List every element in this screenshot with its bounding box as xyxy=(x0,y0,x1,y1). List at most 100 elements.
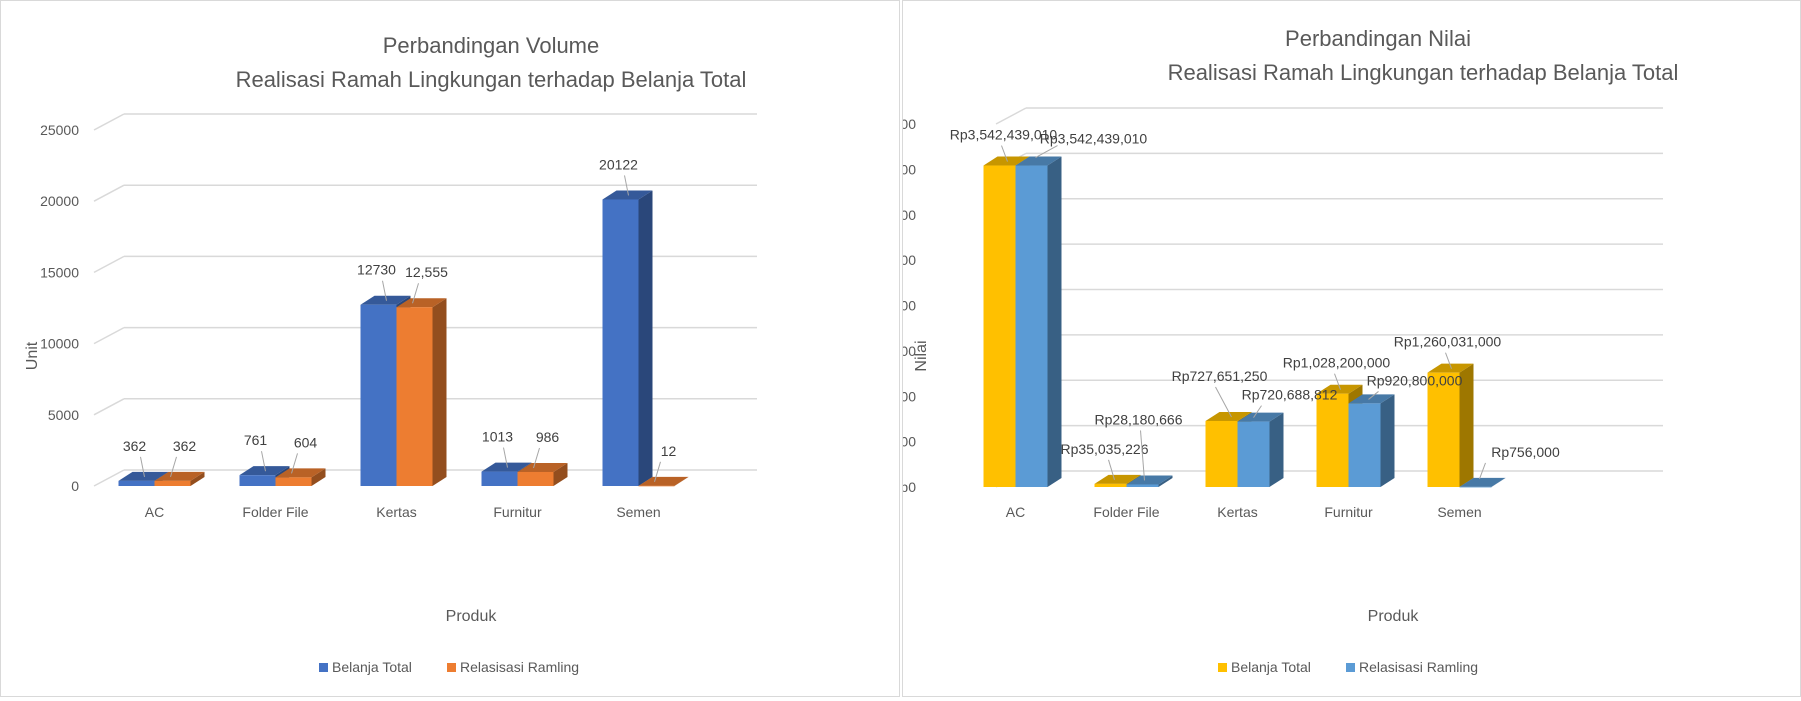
data-label-leader xyxy=(1035,145,1058,158)
x-tick-label: AC xyxy=(145,504,164,520)
volume-chart-panel: Perbandingan Volume Realisasi Ramah Ling… xyxy=(0,0,900,697)
bar-side-relasisasi-ramling xyxy=(1047,156,1062,487)
data-label: 20122 xyxy=(599,156,638,172)
data-label-leader xyxy=(654,461,661,482)
bar-belanja-total xyxy=(118,480,155,486)
bar-belanja-total xyxy=(360,304,397,486)
y-tick-label: 15000 xyxy=(40,264,79,280)
legend-label-relasisasi-ramling: Relasisasi Ramling xyxy=(1359,659,1478,675)
bar-top-belanja-total xyxy=(360,295,411,305)
x-tick-label: Furnitur xyxy=(1324,504,1373,520)
data-label-leader xyxy=(382,280,387,301)
data-label: 12730 xyxy=(357,262,396,278)
bar-belanja-total xyxy=(602,199,639,487)
data-label-leader xyxy=(1479,462,1486,480)
bar-top-belanja-total xyxy=(983,156,1030,166)
y-tick-label: 20000 xyxy=(40,193,79,209)
chart-title-line-2: Realisasi Ramah Lingkungan terhadap Bela… xyxy=(1168,60,1679,85)
bar-top-belanja-total xyxy=(1427,363,1474,373)
data-label: Rp3,542,439,010 xyxy=(1040,131,1148,147)
bar-relasisasi-ramling xyxy=(1015,165,1048,487)
bar-side-relasisasi-ramling xyxy=(432,298,447,486)
y-tick-label: Rp3,000,000,000 xyxy=(903,207,916,223)
legend-swatch-relasisasi-ramling xyxy=(1346,663,1355,672)
y-tick-label: Rp0 xyxy=(903,479,916,495)
bar-side-relasisasi-ramling xyxy=(553,462,568,486)
x-tick-label: Kertas xyxy=(1217,504,1257,520)
volume-chart: Perbandingan Volume Realisasi Ramah Ling… xyxy=(24,33,757,675)
bar-relasisasi-ramling xyxy=(275,477,312,486)
y-tick-label: Rp4,000,000,000 xyxy=(903,116,916,132)
y-tick-label: 0 xyxy=(71,478,79,494)
bar-top-relasisasi-ramling xyxy=(1015,156,1062,166)
y-tick-label: Rp2,000,000,000 xyxy=(903,298,916,314)
bar-top-relasisasi-ramling xyxy=(517,462,568,472)
y-axis-label: Nilai xyxy=(913,340,930,371)
data-label: Rp28,180,666 xyxy=(1095,411,1183,427)
legend: Belanja Total Relasisasi Ramling xyxy=(319,659,579,675)
bar-top-belanja-total xyxy=(239,466,290,476)
bar-relasisasi-ramling xyxy=(517,471,554,486)
gridline-depth xyxy=(995,107,1027,125)
data-label: 761 xyxy=(244,432,268,448)
legend-swatch-belanja-total xyxy=(319,663,328,672)
y-axis-label: Unit xyxy=(24,341,41,370)
legend-label-belanja-total: Belanja Total xyxy=(1231,659,1311,675)
bar-side-relasisasi-ramling xyxy=(190,471,205,486)
y-tick-label: Rp1,500,000,000 xyxy=(903,343,916,359)
x-axis-label: Produk xyxy=(1368,608,1420,625)
x-axis-label: Produk xyxy=(446,608,498,625)
bar-side-belanja-total xyxy=(638,190,653,487)
y-tick-label: Rp1,000,000,000 xyxy=(903,388,916,404)
data-label: 986 xyxy=(536,429,560,445)
gridline-depth xyxy=(93,113,125,131)
data-label-leader xyxy=(1445,352,1452,369)
data-label-leader xyxy=(1368,391,1379,400)
data-label-leader xyxy=(1140,430,1145,481)
data-label-leader xyxy=(1334,373,1341,390)
data-label-leader xyxy=(1001,145,1008,162)
data-label: 12,555 xyxy=(405,264,448,280)
chart-title-line-2: Realisasi Ramah Lingkungan terhadap Bela… xyxy=(236,67,747,92)
data-label: Rp35,035,226 xyxy=(1061,441,1149,457)
bar-belanja-total xyxy=(481,471,518,486)
bar-top-relasisasi-ramling xyxy=(1459,477,1506,487)
data-label-leader xyxy=(533,447,540,469)
bar-top-belanja-total xyxy=(481,462,532,472)
bar-belanja-total xyxy=(1316,393,1349,487)
bar-relasisasi-ramling xyxy=(1348,403,1381,487)
bar-top-relasisasi-ramling xyxy=(275,468,326,478)
y-tick-label: Rp2,500,000,000 xyxy=(903,252,916,268)
bar-side-relasisasi-ramling xyxy=(311,468,326,486)
gridline-depth xyxy=(93,184,125,202)
bar-relasisasi-ramling xyxy=(638,485,675,487)
x-tick-label: Folder File xyxy=(1093,504,1159,520)
gridline-depth xyxy=(93,469,125,487)
bar-top-relasisasi-ramling xyxy=(396,298,447,308)
data-label-leader xyxy=(1253,405,1262,418)
data-label-leader xyxy=(140,456,145,477)
plot-area: 0 5000 10000 15000 20000 25000 AC Folder File Ke… xyxy=(40,113,757,520)
bar-top-relasisasi-ramling xyxy=(154,471,205,481)
bar-side-relasisasi-ramling xyxy=(1158,475,1173,487)
bar-side-relasisasi-ramling xyxy=(1380,394,1395,487)
bar-relasisasi-ramling xyxy=(396,307,433,486)
bar-side-belanja-total xyxy=(1459,363,1474,487)
data-label: Rp3,542,439,010 xyxy=(950,127,1058,143)
data-label-leader xyxy=(624,175,629,196)
data-label: Rp920,800,000 xyxy=(1367,372,1463,388)
data-label: 604 xyxy=(294,434,318,450)
gridline-depth xyxy=(93,398,125,416)
bar-belanja-total xyxy=(983,165,1016,487)
gridline-depth xyxy=(93,326,125,345)
bar-top-belanja-total xyxy=(1094,474,1141,484)
data-label: 1013 xyxy=(482,429,513,445)
data-label: 362 xyxy=(123,438,147,454)
bar-belanja-total xyxy=(1427,372,1460,487)
data-label-leader xyxy=(503,447,508,468)
data-label: Rp720,688,812 xyxy=(1242,387,1338,403)
bar-relasisasi-ramling xyxy=(154,480,191,486)
bar-top-belanja-total xyxy=(602,190,653,200)
y-tick-label: Rp3,500,000,000 xyxy=(903,161,916,177)
bar-relasisasi-ramling xyxy=(1237,421,1270,487)
